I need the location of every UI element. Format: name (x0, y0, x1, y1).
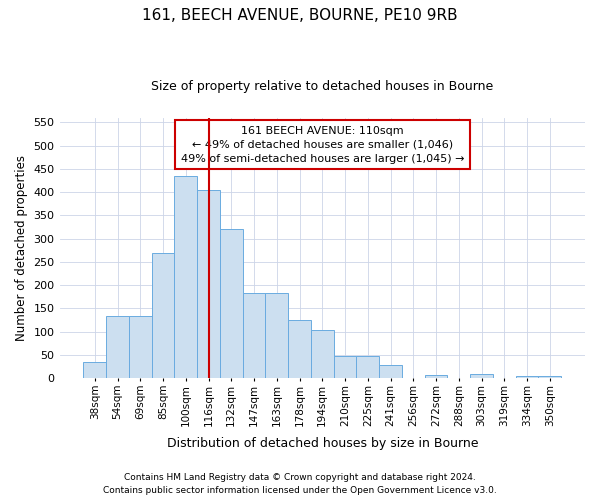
Bar (175, 176, 197, 378)
Bar (356, 356, 379, 378)
Bar (470, 374, 493, 378)
Y-axis label: Number of detached properties: Number of detached properties (15, 155, 28, 341)
Text: 161 BEECH AVENUE: 110sqm
← 49% of detached houses are smaller (1,046)
49% of sem: 161 BEECH AVENUE: 110sqm ← 49% of detach… (181, 126, 464, 164)
Title: Size of property relative to detached houses in Bourne: Size of property relative to detached ho… (151, 80, 493, 93)
Bar (220, 230, 242, 378)
Bar (538, 376, 561, 378)
Bar (83, 362, 106, 378)
Bar (152, 252, 175, 378)
Bar (425, 375, 448, 378)
Text: 161, BEECH AVENUE, BOURNE, PE10 9RB: 161, BEECH AVENUE, BOURNE, PE10 9RB (142, 8, 458, 22)
Bar (106, 316, 129, 378)
Bar (334, 356, 356, 378)
Bar (242, 293, 265, 378)
Bar (311, 330, 334, 378)
Bar (265, 293, 288, 378)
Bar (197, 190, 220, 378)
X-axis label: Distribution of detached houses by size in Bourne: Distribution of detached houses by size … (167, 437, 478, 450)
Bar (379, 365, 402, 378)
Bar (515, 376, 538, 378)
Bar (129, 316, 152, 378)
Bar (288, 320, 311, 378)
Text: Contains HM Land Registry data © Crown copyright and database right 2024.
Contai: Contains HM Land Registry data © Crown c… (103, 473, 497, 495)
